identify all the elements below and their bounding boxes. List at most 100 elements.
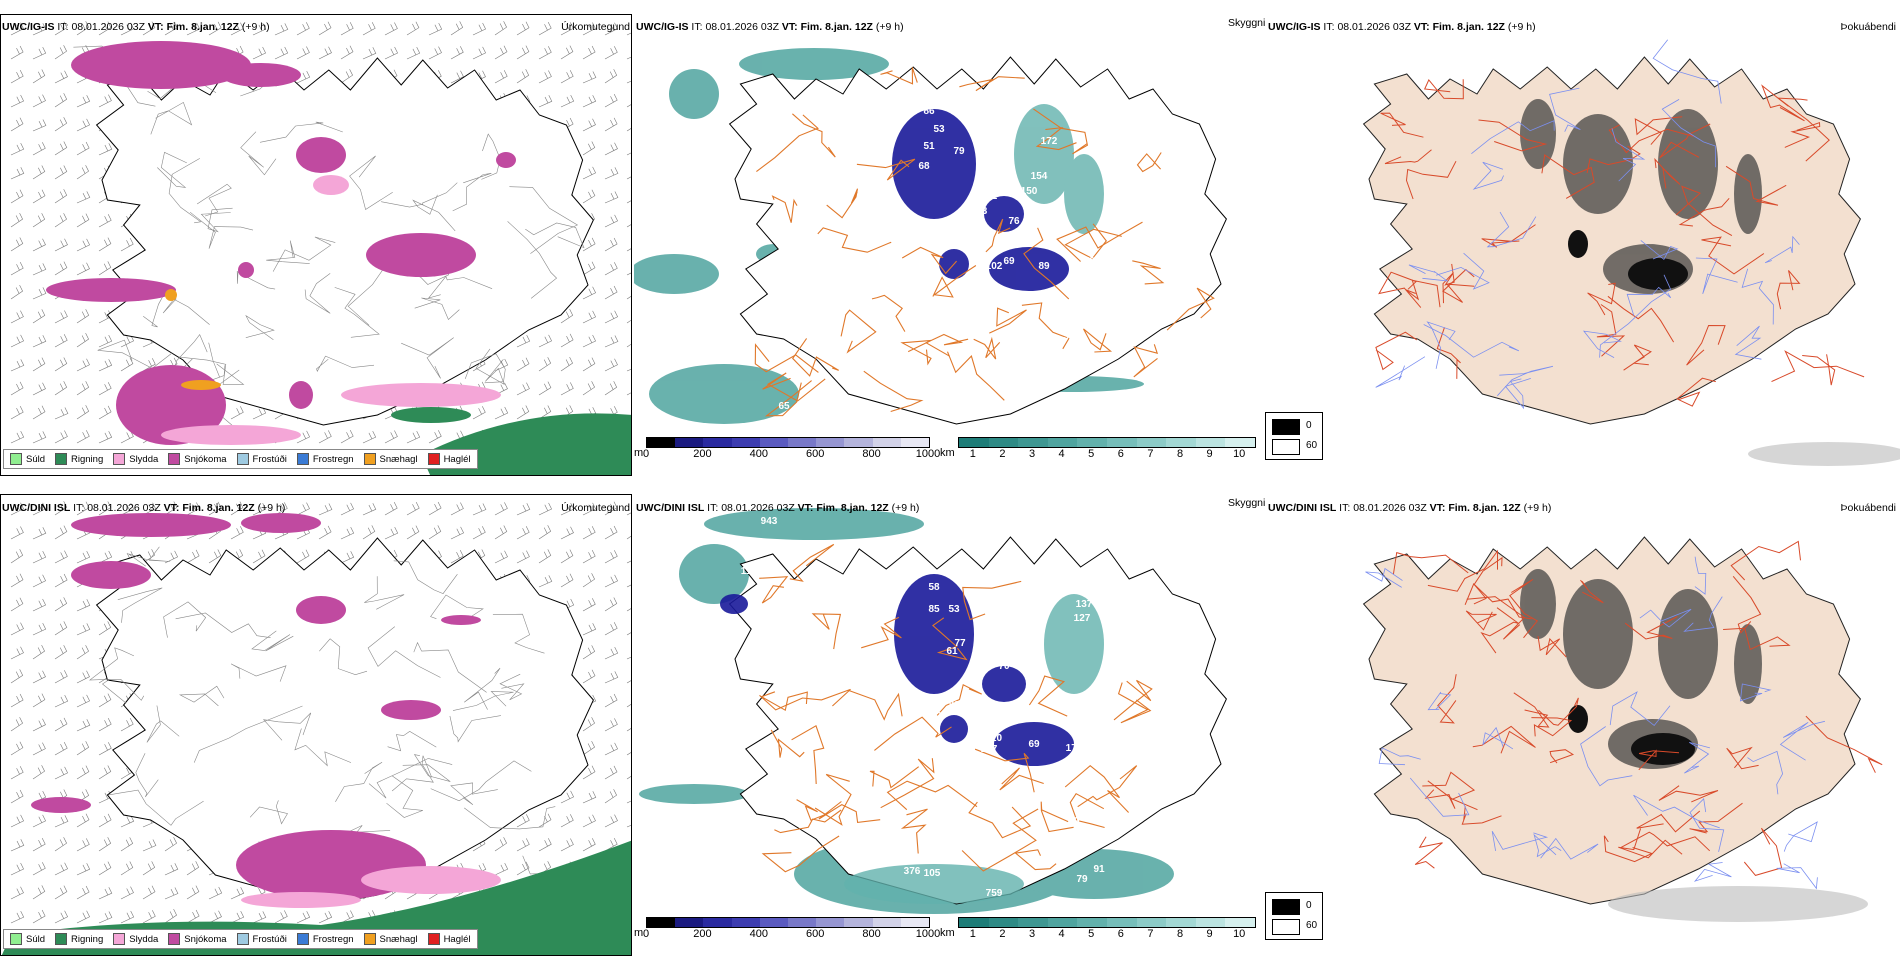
road-segment [386,775,424,818]
wind-barb [340,22,354,36]
legend-swatch [296,453,309,465]
wind-barb [604,718,618,732]
colorbar-swatch [816,918,845,927]
road-segment [791,724,825,785]
colorbar-swatch [1166,918,1196,927]
wind-barb [582,357,596,372]
wind-barb [76,501,90,516]
colorbar-swatch [1106,918,1137,927]
vt-label: VT: [781,21,798,33]
wind-barb [208,886,223,900]
header-vis-2: UWC/DINI ISL IT: 08.01.2026 03Z VT: Fim.… [636,502,919,514]
wind-barb [186,502,200,516]
wind-barb [76,381,90,396]
rivers [1365,556,1825,890]
wind-barb [428,46,442,60]
wind-barb [516,405,530,420]
wind-barb [98,621,112,636]
wind-barb [10,310,24,324]
road-segment [1734,325,1762,360]
visibility-value: 59 [1068,816,1080,827]
wind-barb [186,861,200,876]
visibility-value: 69 [1028,739,1040,750]
wind-barb [230,887,245,900]
road-segment [1730,540,1801,581]
visibility-value: 137 [1076,599,1093,610]
wind-barb [76,910,91,924]
road-segment [316,355,375,372]
wind-barb [582,334,597,348]
wind-barb [76,213,90,228]
road-segment [1392,551,1469,575]
fog-legend-swatch [1272,419,1300,435]
road-segment [334,287,380,338]
colorbar-swatch [788,918,817,927]
road-segment [251,630,294,652]
road-segment [1035,126,1077,151]
road-segment [481,133,501,180]
road-segment [1636,810,1701,833]
wind-barb [76,332,89,348]
colorbar-swatch [1047,438,1078,447]
road-segment [1701,236,1765,275]
road-segment [168,158,202,224]
wind-barb [472,526,486,540]
wind-barb [10,741,24,756]
road-segment [1132,260,1165,285]
wind-barb [10,212,23,228]
visibility-value: 91 [1093,864,1105,875]
road-segment [1113,679,1153,721]
road-segment [401,337,454,379]
wind-barb [54,621,68,636]
wind-barb [76,623,91,636]
fog-legend-label: 60 [1306,920,1318,931]
wind-barb [450,70,464,84]
wind-barb [230,910,245,924]
colorbar-unit: km [940,927,955,939]
visibility-value: 79 [953,146,965,157]
road-segment [88,647,135,681]
wind-barb [208,910,222,924]
road-segment [925,333,969,357]
panel-title-precip-1: Úrkomutegund [561,21,630,33]
colorbar-tick: 9 [1206,928,1213,940]
road-segment [1741,268,1774,325]
road-segment [430,760,532,802]
wind-barb [560,22,574,36]
legend-label: Frostúði [252,453,287,465]
model-name: UWC/IG-IS [636,21,689,33]
wind-barb [560,333,574,348]
wind-barb [604,335,619,348]
visibility-value: 11 [741,566,752,577]
road-segment [1481,224,1536,248]
road-segment [1504,378,1531,410]
colorbar-swatch [844,438,873,447]
wind-barb [626,272,631,276]
wind-barb [274,23,289,36]
visibility-value: 52 [1063,331,1075,342]
road-segment [1375,331,1418,371]
road-segment [874,716,952,751]
wind-barb [98,94,112,108]
wind-barb [142,861,156,876]
road-segment [1586,145,1641,174]
lead-time: (+9 h) [257,502,286,514]
road-segment [985,218,1011,253]
road-segment [1427,691,1452,711]
road-segment [1611,128,1646,182]
wind-barb [604,167,619,180]
panel-visibility-2: 943 11 134 58 85 53 61 77 137 127 70 109 82 82 110 69 17… [634,494,1266,956]
road-segment [848,689,903,721]
visibility-value: 85 [928,604,940,615]
road-segment [1436,327,1461,379]
wind-barb [516,550,530,564]
road-segment [1764,235,1800,264]
road-segment [1784,122,1821,148]
wind-barb [604,117,618,132]
wind-barb [208,549,222,564]
colorbar-tick: 0 [642,448,650,460]
wind-barb [10,646,24,660]
wind-barb [120,237,134,252]
wind-barb [516,357,530,372]
